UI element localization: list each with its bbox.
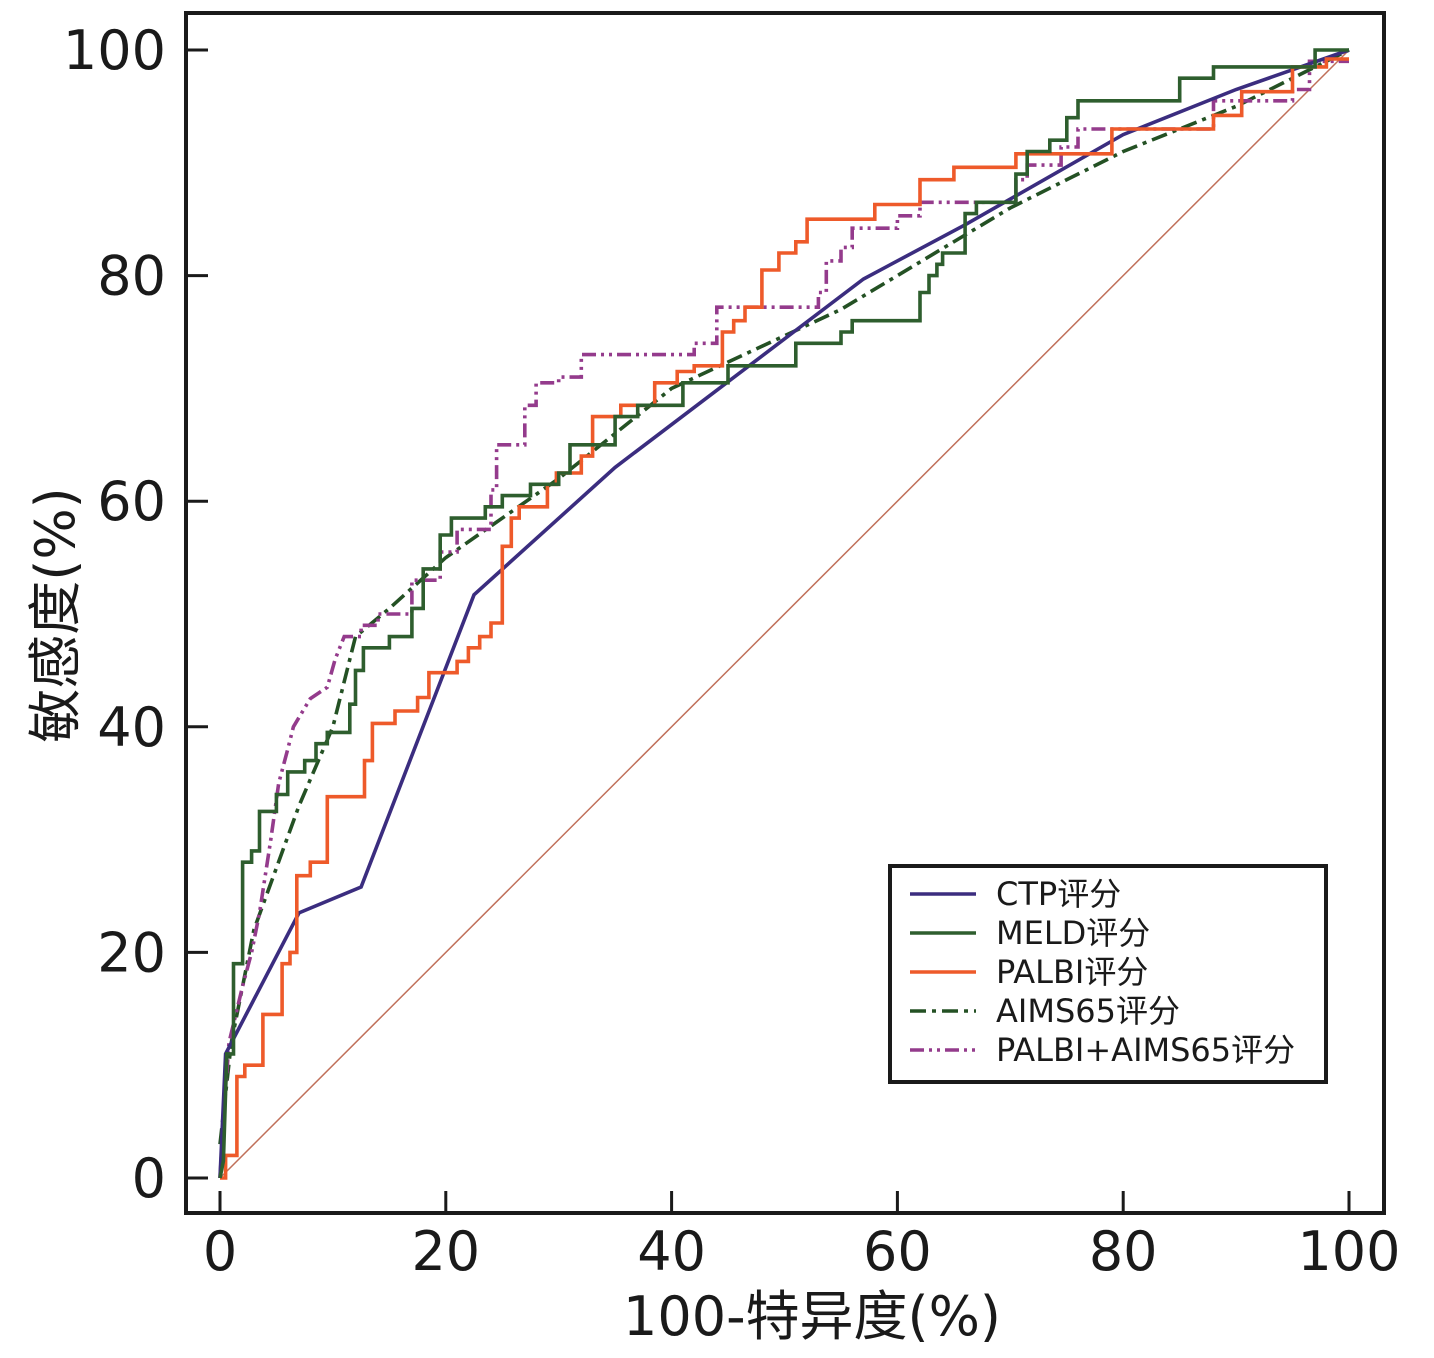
x-tick-label: 80 <box>1089 1220 1158 1283</box>
x-tick-label: 100 <box>1297 1220 1400 1283</box>
reference-diagonal-line <box>219 49 1350 1179</box>
y-tick-label: 20 <box>97 921 166 984</box>
legend-label: PALBI+AIMS65评分 <box>996 1031 1295 1069</box>
legend-label: PALBI评分 <box>996 953 1148 991</box>
series-line-1 <box>218 48 1349 1179</box>
legend-box <box>888 864 1328 1084</box>
plot-frame <box>184 11 1386 1215</box>
plot-area <box>184 11 1386 1215</box>
series-line-0 <box>218 48 1350 1179</box>
y-tick-label: 0 <box>132 1147 166 1210</box>
y-tick-label: 80 <box>97 245 166 308</box>
x-axis-label: 100-特异度(%) <box>623 1285 1001 1348</box>
y-tick-label: 60 <box>97 470 166 533</box>
legend-label: MELD评分 <box>996 914 1150 952</box>
ticks-layer: 0 20 40 60 80 100 0 20 40 60 80 100 <box>63 19 1401 1283</box>
x-tick-label: 0 <box>203 1220 237 1283</box>
legend-label: CTP评分 <box>996 875 1121 913</box>
series-layer <box>218 48 1350 1180</box>
series-line-2 <box>220 57 1349 1180</box>
series-line-3 <box>218 48 1350 1145</box>
x-tick-label: 40 <box>637 1220 706 1283</box>
y-tick-label: 100 <box>63 19 166 82</box>
y-tick-label: 40 <box>97 696 166 759</box>
legend-label: AIMS65评分 <box>996 992 1180 1030</box>
y-axis-label: 敏感度(%) <box>24 487 87 742</box>
x-tick-label: 60 <box>863 1220 932 1283</box>
x-tick-label: 20 <box>411 1220 480 1283</box>
